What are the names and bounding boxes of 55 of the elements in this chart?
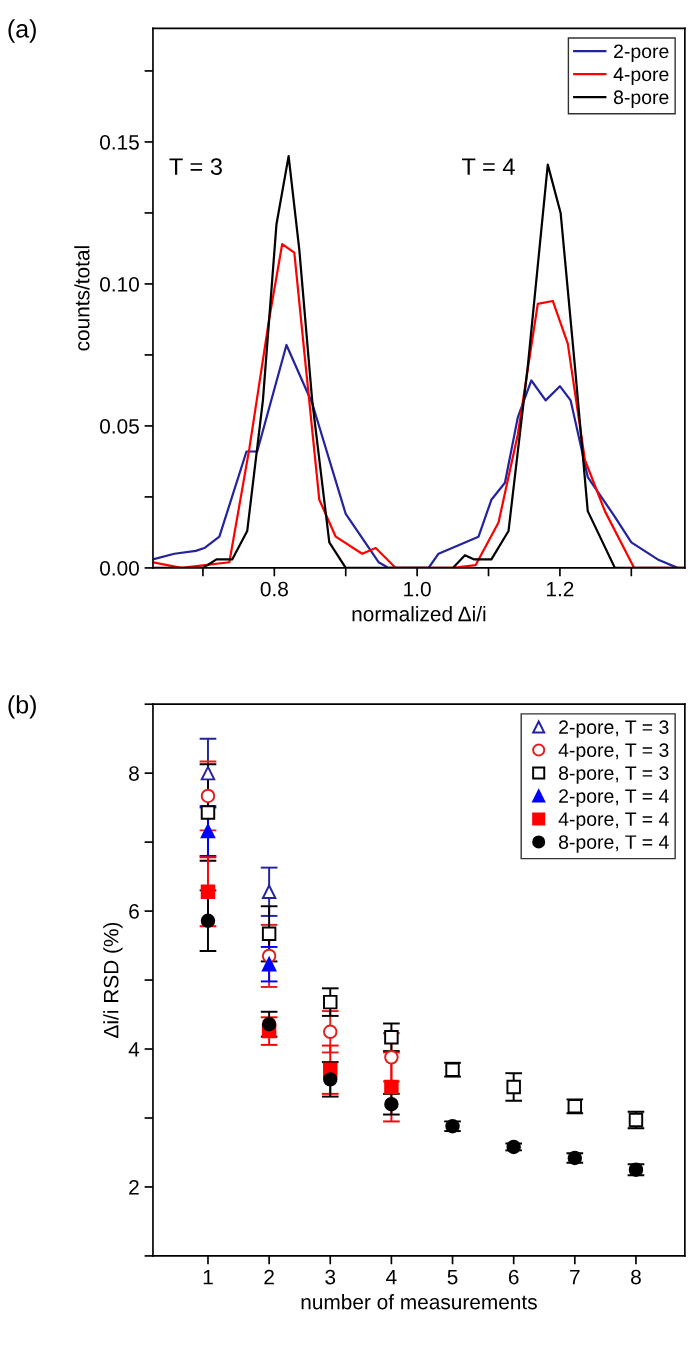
point	[506, 1079, 521, 1095]
legend-label: 8-pore, T = 3	[558, 766, 669, 784]
y-tick-label: 8	[129, 766, 139, 781]
x-tick-label: 0.8	[260, 581, 288, 597]
x-tick-label: 2	[264, 1269, 274, 1285]
line-series	[152, 343, 679, 568]
x-axis-title: normalized Δi/i	[352, 606, 486, 622]
x-tick-label: 6	[508, 1269, 519, 1285]
point	[261, 926, 277, 942]
y-tick-label: 6	[129, 904, 139, 919]
legend-label: 4-pore, T = 3	[558, 743, 669, 761]
point	[200, 765, 216, 781]
legend-label: 8-pore, T = 4	[558, 835, 669, 853]
y-tick-label: 0.15	[100, 134, 139, 150]
point	[384, 1030, 399, 1045]
x-tick-label: 3	[325, 1269, 336, 1285]
point	[200, 788, 216, 804]
legend-label: 2-pore, T = 4	[559, 789, 669, 807]
x-tick-label: 1.2	[547, 581, 574, 597]
point	[323, 1024, 338, 1039]
x-tick-label: 5	[447, 1269, 458, 1285]
legend-label: 4-pore	[613, 67, 669, 85]
y-tick-label: 4	[128, 1042, 140, 1057]
point	[384, 1050, 399, 1065]
legend-label: 2-pore, T = 3	[559, 720, 669, 738]
y-tick-label: 0.10	[100, 276, 139, 292]
point	[200, 913, 216, 928]
point	[200, 823, 216, 839]
y-axis-title: Δi/i RSD (%)	[103, 922, 123, 1038]
point	[384, 1079, 399, 1095]
point	[261, 956, 277, 972]
point	[200, 884, 216, 899]
x-tick-label: 1	[203, 1269, 213, 1285]
legend-label: 8-pore	[613, 90, 669, 108]
y-tick-label: 0.05	[100, 418, 139, 434]
point	[323, 994, 338, 1010]
x-tick-label: 8	[631, 1269, 641, 1285]
text: (b)	[8, 695, 36, 719]
point	[200, 805, 216, 820]
x-tick-label: 4	[386, 1269, 397, 1285]
point	[261, 884, 277, 899]
point	[384, 1096, 399, 1112]
x-tick-label: 1.0	[404, 581, 431, 597]
legend-label: 4-pore, T = 4	[558, 812, 669, 830]
x-axis-title: number of measurements	[301, 1294, 537, 1310]
point	[323, 1072, 338, 1087]
text: 0.00	[100, 560, 139, 576]
text: (a)	[8, 19, 36, 43]
legend-label: 2-pore	[614, 44, 669, 63]
point	[261, 1016, 277, 1032]
annotation: T = 4	[462, 158, 515, 175]
y-tick-label: 2	[129, 1179, 139, 1195]
x-tick-label: 7	[570, 1269, 580, 1285]
annotation: T = 3	[169, 158, 222, 175]
y-axis-title: counts/total	[74, 246, 90, 351]
